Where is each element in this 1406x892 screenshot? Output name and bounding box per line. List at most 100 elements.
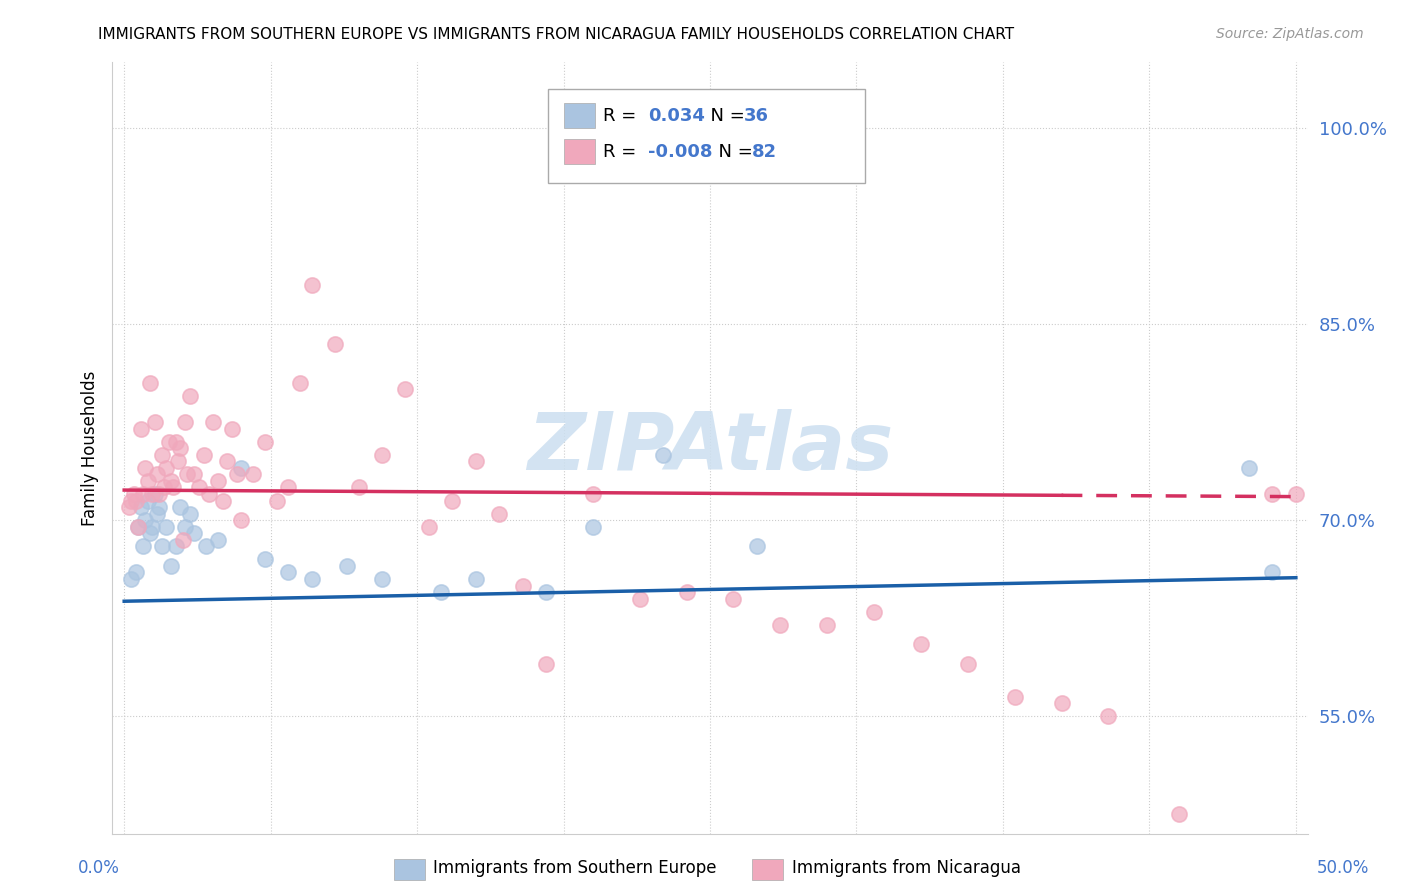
Text: ZIPAtlas: ZIPAtlas bbox=[527, 409, 893, 487]
Point bbox=[179, 507, 201, 521]
Point bbox=[582, 487, 605, 501]
Point bbox=[534, 585, 557, 599]
Point bbox=[582, 519, 605, 533]
Point bbox=[231, 460, 253, 475]
Point bbox=[323, 336, 346, 351]
Point bbox=[160, 558, 183, 573]
Text: N =: N = bbox=[699, 107, 751, 125]
Point bbox=[1050, 696, 1073, 710]
Y-axis label: Family Households: Family Households bbox=[80, 370, 98, 526]
Point bbox=[652, 448, 675, 462]
Point bbox=[745, 539, 768, 553]
Point bbox=[160, 474, 183, 488]
Point bbox=[512, 578, 534, 592]
Point bbox=[134, 513, 156, 527]
Point bbox=[231, 513, 253, 527]
Point bbox=[174, 519, 197, 533]
Point bbox=[1097, 709, 1119, 723]
Text: R =: R = bbox=[603, 143, 643, 161]
Point bbox=[1261, 487, 1284, 501]
Point bbox=[429, 585, 451, 599]
Point bbox=[464, 454, 486, 468]
Point bbox=[628, 591, 651, 606]
Point bbox=[134, 460, 156, 475]
Point bbox=[371, 572, 394, 586]
Point bbox=[723, 591, 745, 606]
Point bbox=[242, 467, 264, 482]
Point bbox=[165, 434, 187, 449]
Text: N =: N = bbox=[707, 143, 759, 161]
Text: IMMIGRANTS FROM SOUTHERN EUROPE VS IMMIGRANTS FROM NICARAGUA FAMILY HOUSEHOLDS C: IMMIGRANTS FROM SOUTHERN EUROPE VS IMMIG… bbox=[98, 27, 1015, 42]
Point bbox=[193, 448, 215, 462]
Point bbox=[118, 500, 141, 514]
Point bbox=[129, 500, 152, 514]
Text: -0.008: -0.008 bbox=[648, 143, 713, 161]
Point bbox=[183, 526, 205, 541]
Text: Immigrants from Nicaragua: Immigrants from Nicaragua bbox=[792, 859, 1021, 877]
Point bbox=[1402, 487, 1406, 501]
Point bbox=[179, 389, 201, 403]
Point bbox=[534, 657, 557, 671]
Point bbox=[162, 480, 184, 494]
Text: Immigrants from Southern Europe: Immigrants from Southern Europe bbox=[433, 859, 717, 877]
Point bbox=[1331, 487, 1354, 501]
Point bbox=[150, 448, 173, 462]
Text: 82: 82 bbox=[752, 143, 778, 161]
Point bbox=[441, 493, 464, 508]
Point bbox=[336, 558, 359, 573]
Point bbox=[188, 480, 211, 494]
Point bbox=[127, 519, 149, 533]
Point bbox=[125, 493, 148, 508]
Point bbox=[956, 657, 979, 671]
Point bbox=[288, 376, 311, 390]
Point bbox=[150, 539, 173, 553]
Point bbox=[253, 434, 276, 449]
Point bbox=[488, 507, 510, 521]
Point bbox=[910, 637, 932, 651]
Point bbox=[136, 474, 159, 488]
Point bbox=[141, 519, 163, 533]
Point bbox=[167, 454, 190, 468]
Point bbox=[202, 415, 225, 429]
Point bbox=[301, 572, 323, 586]
Point bbox=[197, 487, 219, 501]
Point bbox=[146, 507, 169, 521]
Point bbox=[136, 493, 159, 508]
Point bbox=[148, 500, 170, 514]
Point bbox=[120, 572, 142, 586]
Point bbox=[141, 487, 163, 501]
Point bbox=[301, 277, 323, 292]
Point bbox=[1378, 487, 1400, 501]
Point bbox=[1167, 807, 1189, 822]
Point bbox=[155, 519, 177, 533]
Point bbox=[122, 487, 145, 501]
Point bbox=[1308, 487, 1330, 501]
Point bbox=[176, 467, 198, 482]
Point bbox=[464, 572, 486, 586]
Point bbox=[143, 415, 166, 429]
Point bbox=[195, 539, 218, 553]
Point bbox=[125, 566, 148, 580]
Text: 0.034: 0.034 bbox=[648, 107, 704, 125]
Text: Source: ZipAtlas.com: Source: ZipAtlas.com bbox=[1216, 27, 1364, 41]
Point bbox=[371, 448, 394, 462]
Point bbox=[217, 454, 239, 468]
Point bbox=[1285, 487, 1308, 501]
Point bbox=[1237, 460, 1260, 475]
Point bbox=[394, 383, 416, 397]
Point bbox=[769, 617, 792, 632]
Point bbox=[225, 467, 247, 482]
Point bbox=[120, 493, 142, 508]
Point bbox=[165, 539, 187, 553]
Point bbox=[207, 533, 229, 547]
Point bbox=[174, 415, 197, 429]
Point bbox=[863, 605, 886, 619]
Point bbox=[207, 474, 229, 488]
Text: 36: 36 bbox=[744, 107, 769, 125]
Point bbox=[1215, 840, 1237, 855]
Point bbox=[221, 422, 243, 436]
Point bbox=[143, 487, 166, 501]
Point bbox=[211, 493, 233, 508]
Point bbox=[1004, 690, 1026, 704]
Point bbox=[172, 533, 194, 547]
